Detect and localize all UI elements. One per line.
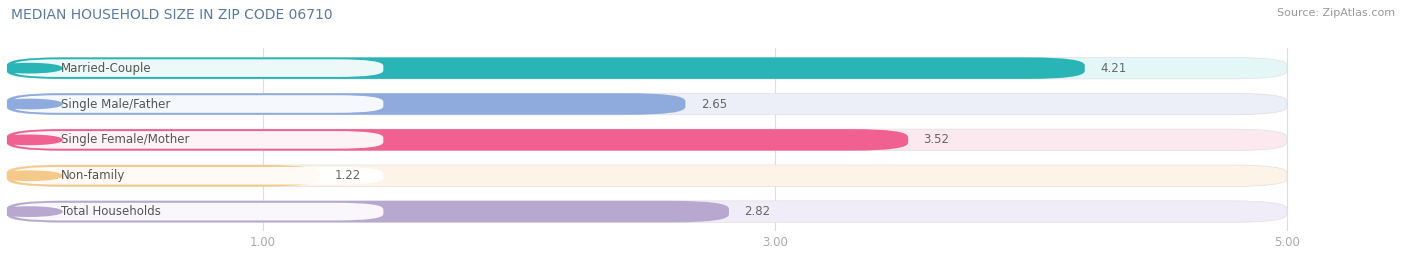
FancyBboxPatch shape: [7, 129, 908, 151]
FancyBboxPatch shape: [7, 165, 319, 186]
Text: 2.82: 2.82: [744, 205, 770, 218]
FancyBboxPatch shape: [13, 203, 384, 220]
FancyBboxPatch shape: [13, 59, 384, 77]
FancyBboxPatch shape: [7, 93, 686, 115]
Text: 1.22: 1.22: [335, 169, 361, 182]
Text: Married-Couple: Married-Couple: [60, 62, 152, 75]
Text: 2.65: 2.65: [700, 98, 727, 111]
Text: Single Male/Father: Single Male/Father: [60, 98, 170, 111]
FancyBboxPatch shape: [13, 167, 384, 185]
Circle shape: [0, 99, 62, 109]
Circle shape: [0, 63, 62, 73]
FancyBboxPatch shape: [7, 201, 1286, 222]
FancyBboxPatch shape: [13, 95, 384, 113]
Text: 4.21: 4.21: [1099, 62, 1126, 75]
FancyBboxPatch shape: [7, 57, 1085, 79]
Text: Total Households: Total Households: [60, 205, 160, 218]
Circle shape: [0, 171, 62, 180]
FancyBboxPatch shape: [7, 201, 728, 222]
FancyBboxPatch shape: [7, 129, 1286, 151]
FancyBboxPatch shape: [7, 93, 1286, 115]
Text: Source: ZipAtlas.com: Source: ZipAtlas.com: [1277, 8, 1395, 18]
Text: Single Female/Mother: Single Female/Mother: [60, 133, 190, 146]
Circle shape: [0, 207, 62, 216]
FancyBboxPatch shape: [7, 57, 1286, 79]
Text: Non-family: Non-family: [60, 169, 125, 182]
Text: MEDIAN HOUSEHOLD SIZE IN ZIP CODE 06710: MEDIAN HOUSEHOLD SIZE IN ZIP CODE 06710: [11, 8, 333, 22]
FancyBboxPatch shape: [13, 131, 384, 149]
Text: 3.52: 3.52: [924, 133, 949, 146]
FancyBboxPatch shape: [7, 165, 1286, 186]
Circle shape: [0, 135, 62, 144]
